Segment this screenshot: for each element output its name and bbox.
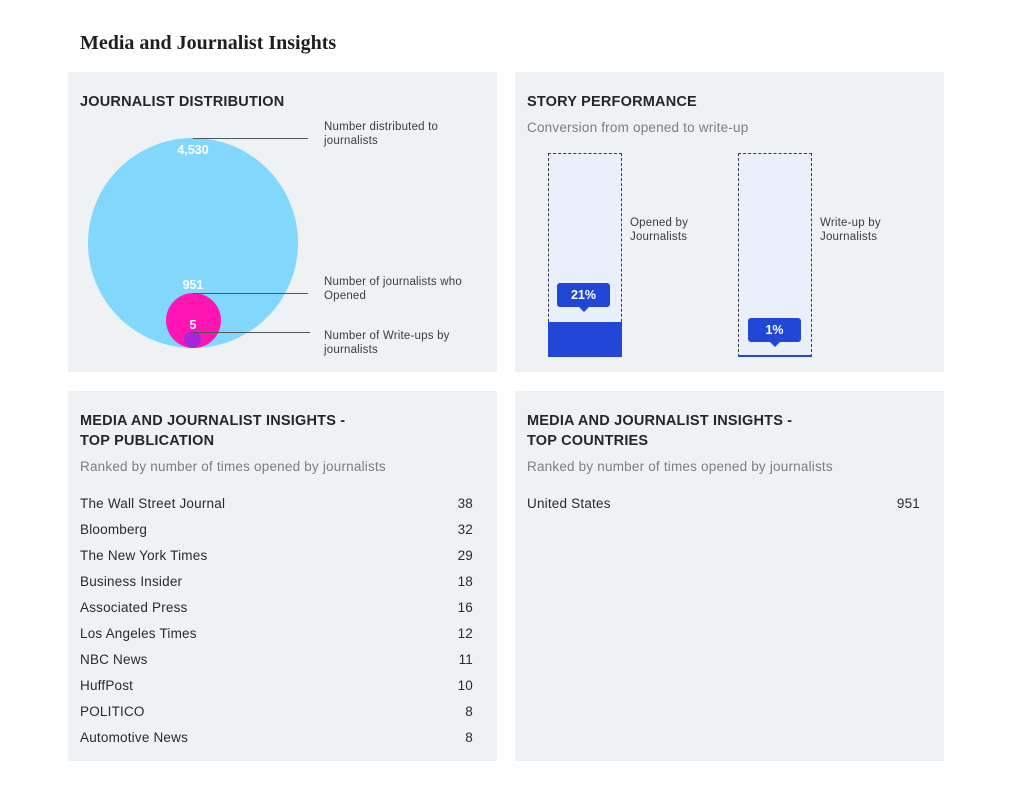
card-subtitle: Ranked by number of times opened by jour… (527, 459, 833, 474)
leader-line (193, 293, 308, 294)
publication-row[interactable]: Automotive News 8 (80, 724, 473, 750)
publication-name: The Wall Street Journal (80, 495, 226, 511)
leader-line (193, 332, 310, 333)
publication-row[interactable]: Business Insider 18 (80, 568, 473, 594)
distributed-value: 4,530 (177, 143, 209, 157)
publication-count: 18 (457, 573, 473, 589)
publication-row[interactable]: POLITICO 8 (80, 698, 473, 724)
publication-name: Associated Press (80, 599, 188, 615)
leader-line (193, 138, 308, 139)
card-subtitle: Ranked by number of times opened by jour… (80, 459, 386, 474)
page-title: Media and Journalist Insights (80, 32, 337, 54)
card-title: MEDIA AND JOURNALIST INSIGHTS - (80, 413, 346, 429)
publication-name: POLITICO (80, 703, 145, 719)
publication-count: 12 (457, 625, 473, 641)
writeup-pct-tooltip: 1% (748, 318, 801, 347)
writeup-circle[interactable] (184, 331, 201, 348)
publication-name: The New York Times (80, 547, 208, 563)
top-countries-card: MEDIA AND JOURNALIST INSIGHTS - TOP COUN… (515, 391, 944, 761)
publication-row[interactable]: NBC News 11 (80, 646, 473, 672)
opened-bar-fill (548, 322, 622, 357)
opened-value: 951 (182, 278, 204, 292)
card-title-line2: TOP COUNTRIES (527, 433, 649, 449)
publication-count: 11 (458, 651, 473, 667)
writeup-bar-fill (738, 355, 812, 357)
distributed-annotation: Number distributed to journalists (324, 121, 439, 147)
card-title: STORY PERFORMANCE (527, 94, 697, 110)
country-row[interactable]: United States 951 (527, 490, 920, 516)
publication-name: HuffPost (80, 677, 134, 693)
publication-row[interactable]: Los Angeles Times 12 (80, 620, 473, 646)
publication-count: 38 (457, 495, 473, 511)
story-performance-card: STORY PERFORMANCE Conversion from opened… (515, 72, 944, 372)
publication-row[interactable]: HuffPost 10 (80, 672, 473, 698)
publication-count: 8 (465, 729, 473, 745)
card-title: MEDIA AND JOURNALIST INSIGHTS - (527, 413, 793, 429)
opened-bar[interactable] (548, 153, 622, 357)
writeup-bar-label: Write-up by Journalists (820, 217, 881, 243)
publication-row[interactable]: Associated Press 16 (80, 594, 473, 620)
country-name: United States (527, 495, 611, 511)
writeup-value: 5 (189, 318, 197, 332)
country-count: 951 (896, 495, 920, 511)
opened-bar-label: Opened by Journalists (630, 217, 689, 243)
opened-annotation: Number of journalists who Opened (324, 276, 462, 302)
publication-row[interactable]: The Wall Street Journal 38 (80, 490, 473, 516)
publication-row[interactable]: The New York Times 29 (80, 542, 473, 568)
publication-row[interactable]: Bloomberg 32 (80, 516, 473, 542)
card-subtitle: Conversion from opened to write-up (527, 120, 749, 135)
publication-count: 16 (457, 599, 473, 615)
card-title-line2: TOP PUBLICATION (80, 433, 215, 449)
publication-name: Los Angeles Times (80, 625, 197, 641)
publication-count: 8 (465, 703, 473, 719)
publication-count: 32 (457, 521, 473, 537)
top-publication-card: MEDIA AND JOURNALIST INSIGHTS - TOP PUBL… (68, 391, 497, 761)
publication-name: Bloomberg (80, 521, 148, 537)
journalist-distribution-card: JOURNALIST DISTRIBUTION 4,530 951 5 Numb… (68, 72, 497, 372)
opened-pct-tooltip: 21% (557, 283, 610, 312)
publication-name: NBC News (80, 651, 148, 667)
publication-count: 29 (457, 547, 473, 563)
card-title: JOURNALIST DISTRIBUTION (80, 94, 285, 110)
publication-name: Business Insider (80, 573, 183, 589)
publication-count: 10 (457, 677, 473, 693)
writeup-annotation: Number of Write-ups by journalists (324, 330, 450, 356)
publication-name: Automotive News (80, 729, 189, 745)
